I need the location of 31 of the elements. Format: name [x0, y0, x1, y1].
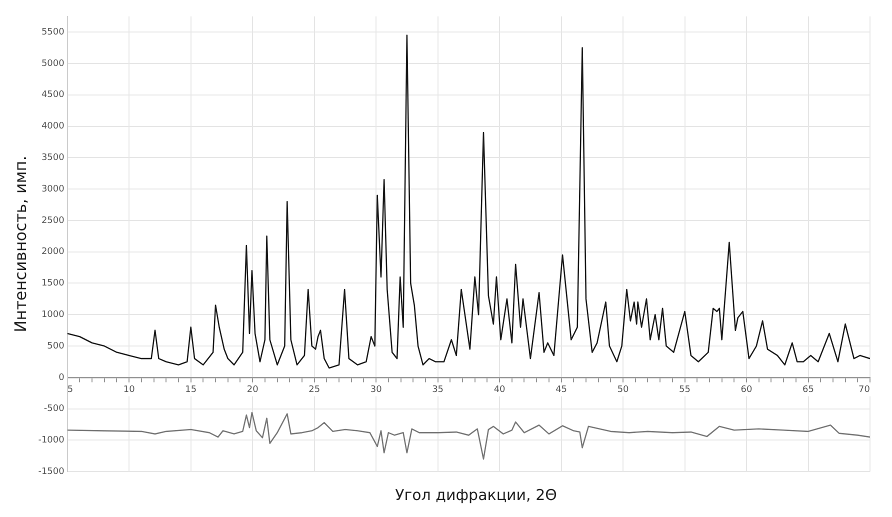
x-tick-label: 35 — [432, 385, 444, 396]
y-tick-label: 3000 — [41, 184, 65, 194]
y-tick-label: 4000 — [41, 122, 65, 132]
x-axis-title: Угол дифракции, 2Θ — [394, 486, 558, 504]
y-tick-label: 0 — [58, 372, 65, 383]
x-tick-label: 55 — [679, 385, 690, 396]
y-axis-title: Интенсивность, имп. — [10, 156, 30, 332]
x-tick-label: 5 — [67, 385, 74, 396]
y-tick-label: -1500 — [38, 466, 65, 477]
y-tick-label: 5000 — [41, 58, 65, 69]
x-tick-label: 65 — [802, 385, 814, 396]
y-tick-label: 2500 — [41, 216, 65, 226]
y-tick-label: 5500 — [41, 27, 65, 38]
x-tick-label: 40 — [494, 385, 506, 396]
y-tick-label: -1000 — [38, 436, 65, 446]
y-tick-label: -500 — [44, 404, 65, 414]
x-tick-label: 45 — [556, 385, 568, 396]
x-tick-label: 50 — [617, 385, 630, 396]
x-tick-label: 20 — [246, 385, 259, 396]
x-tick-label: 25 — [308, 385, 320, 396]
x-tick-label: 30 — [370, 385, 382, 396]
y-tick-label: 1500 — [41, 278, 65, 289]
x-tick-label: 60 — [740, 385, 753, 396]
y-tick-label: 3500 — [41, 153, 65, 164]
y-tick-label: 1000 — [41, 310, 65, 320]
y-tick-label: 4500 — [41, 90, 65, 100]
y-tick-label: 500 — [47, 341, 65, 352]
x-tick-label: 15 — [185, 385, 197, 396]
x-tick-label: 10 — [123, 385, 136, 396]
x-tick-label: 70 — [858, 385, 870, 396]
y-tick-label: 2000 — [41, 247, 65, 258]
